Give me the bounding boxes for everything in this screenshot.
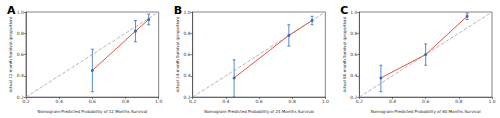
svg-text:0.2: 0.2 bbox=[356, 99, 363, 104]
svg-text:0.8: 0.8 bbox=[183, 31, 190, 36]
svg-text:Actual 60-month Survival (prop: Actual 60-month Survival (proportion) bbox=[342, 16, 347, 92]
svg-text:A: A bbox=[7, 4, 16, 17]
svg-text:0.4: 0.4 bbox=[389, 99, 396, 104]
svg-text:Nomogram-Predicted Probability: Nomogram-Predicted Probability of 24 Mon… bbox=[204, 109, 314, 114]
svg-text:0.8: 0.8 bbox=[17, 31, 24, 36]
svg-text:0.6: 0.6 bbox=[183, 52, 190, 57]
svg-text:1.0: 1.0 bbox=[155, 99, 162, 104]
svg-text:0.4: 0.4 bbox=[17, 73, 24, 78]
svg-text:0.2: 0.2 bbox=[350, 94, 358, 100]
svg-text:1.0: 1.0 bbox=[17, 10, 24, 15]
svg-text:0.6: 0.6 bbox=[255, 99, 262, 104]
svg-text:Nomogram-Predicted Probability: Nomogram-Predicted Probability of 12 Mon… bbox=[37, 109, 147, 114]
svg-text:0.6: 0.6 bbox=[17, 52, 24, 57]
svg-text:0.2: 0.2 bbox=[22, 99, 29, 104]
svg-text:1.0: 1.0 bbox=[350, 10, 357, 15]
svg-text:0.8: 0.8 bbox=[289, 99, 296, 104]
svg-text:1.0: 1.0 bbox=[322, 99, 329, 104]
svg-text:0.4: 0.4 bbox=[56, 99, 63, 104]
svg-text:0.2: 0.2 bbox=[189, 99, 196, 104]
svg-text:1.0: 1.0 bbox=[488, 99, 495, 104]
svg-text:0.4: 0.4 bbox=[222, 99, 229, 104]
svg-text:0.6: 0.6 bbox=[350, 52, 357, 57]
svg-text:1.0: 1.0 bbox=[183, 10, 190, 15]
svg-text:0.2: 0.2 bbox=[16, 94, 24, 100]
svg-text:0.2: 0.2 bbox=[183, 94, 191, 100]
svg-text:0.4: 0.4 bbox=[350, 73, 357, 78]
svg-text:0.8: 0.8 bbox=[350, 31, 357, 36]
svg-text:0.4: 0.4 bbox=[183, 73, 190, 78]
svg-text:0.6: 0.6 bbox=[422, 99, 429, 104]
svg-text:0.8: 0.8 bbox=[455, 99, 462, 104]
svg-text:0.8: 0.8 bbox=[122, 99, 129, 104]
svg-text:Actual 24-month Survival (prop: Actual 24-month Survival (proportion) bbox=[175, 16, 180, 92]
svg-text:0.6: 0.6 bbox=[89, 99, 96, 104]
svg-text:B: B bbox=[174, 4, 182, 17]
svg-text:Actual 12-month Survival (prop: Actual 12-month Survival (proportion) bbox=[8, 16, 13, 92]
svg-text:C: C bbox=[340, 4, 348, 17]
svg-text:Nomogram-Predicted Probability: Nomogram-Predicted Probability of 60 Mon… bbox=[371, 109, 481, 114]
